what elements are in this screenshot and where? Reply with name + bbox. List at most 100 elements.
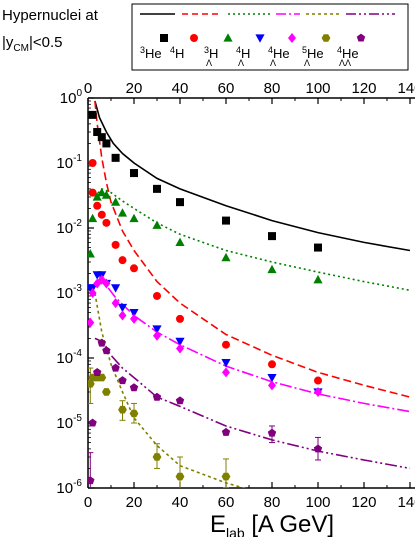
legend-marker-0 xyxy=(160,34,168,42)
point-3LH xyxy=(111,197,121,206)
point-4LHe xyxy=(88,317,95,328)
point-3LH xyxy=(88,213,98,223)
point-3LH xyxy=(313,274,323,284)
point-3He xyxy=(88,110,97,119)
point-3He xyxy=(102,139,111,148)
point-4H xyxy=(222,340,230,349)
point-4LLHe xyxy=(111,363,120,372)
x-tick-label-top: 100 xyxy=(305,80,330,97)
x-tick-label-bottom: 60 xyxy=(218,494,235,511)
legend-label-1: 4H xyxy=(170,45,184,61)
curves xyxy=(94,100,411,488)
point-4LH xyxy=(267,373,277,383)
point-3LH xyxy=(101,190,111,199)
point-4H xyxy=(130,264,138,273)
point-4H xyxy=(102,218,111,227)
x-tick-label-top: 60 xyxy=(218,80,235,97)
point-5LHe xyxy=(88,380,95,388)
point-4LHe xyxy=(222,367,230,378)
point-5LHe xyxy=(102,388,111,396)
point-4LLHe xyxy=(88,476,95,485)
x-tick-label-bottom: 20 xyxy=(126,494,143,511)
point-5LHe xyxy=(152,453,162,461)
point-5LHe xyxy=(118,405,127,414)
legend-marker-4 xyxy=(288,33,296,43)
curve-4H xyxy=(94,100,411,398)
point-4LHe xyxy=(118,310,127,321)
y-tick-label: 10-3 xyxy=(56,283,82,302)
point-4H xyxy=(97,210,106,219)
point-5LHe xyxy=(129,409,139,418)
point-3LH xyxy=(129,213,139,223)
error-bars xyxy=(88,367,321,488)
curve-4LLHe xyxy=(94,337,411,470)
point-4LLHe xyxy=(129,383,139,392)
point-4H xyxy=(176,314,184,323)
legend-marker-5 xyxy=(321,34,331,42)
y-tick-label: 10-4 xyxy=(56,348,82,367)
point-4LHe xyxy=(176,343,184,354)
point-3LH xyxy=(117,208,128,217)
legend-label-5: 5He xyxy=(302,45,324,61)
point-4LLHe xyxy=(93,368,102,376)
point-4LH xyxy=(129,308,139,318)
x-tick-label-bottom: 100 xyxy=(305,494,330,511)
point-5LHe xyxy=(175,472,185,481)
x-tick-label-top: 0 xyxy=(84,80,92,97)
point-4LH xyxy=(111,284,121,293)
point-4LHe xyxy=(102,278,111,289)
curve-4LHe xyxy=(94,272,411,413)
point-3LH xyxy=(92,192,102,201)
legend-sub-6: ΛΛ xyxy=(339,58,351,68)
x-tick-label-bottom: 120 xyxy=(351,494,376,511)
point-4LLHe xyxy=(221,427,231,436)
point-4LHe xyxy=(314,386,322,397)
point-3LH xyxy=(88,249,95,258)
point-4H xyxy=(314,376,322,385)
legend-marker-6 xyxy=(356,33,366,42)
y-tick-label: 10-1 xyxy=(56,153,82,172)
legend-marker-3 xyxy=(255,34,265,43)
point-4LLHe xyxy=(152,392,162,401)
legend-marker-2 xyxy=(223,33,233,42)
legend-marker-1 xyxy=(190,34,198,42)
point-4LLHe xyxy=(97,338,106,347)
x-tick-label-top: 80 xyxy=(264,80,281,97)
curve-3He xyxy=(94,100,411,252)
point-4LLHe xyxy=(88,418,97,427)
point-4H xyxy=(153,291,161,300)
annotation: Hypernuclei at |yCM|<0.5 xyxy=(2,7,99,54)
point-3He xyxy=(176,198,184,207)
legend-label-3: 4H xyxy=(236,45,250,61)
curve-5LHe xyxy=(94,292,247,488)
point-4LLHe xyxy=(313,444,323,453)
legend-sub-2: Λ xyxy=(206,58,212,68)
x-tick-label-bottom: 0 xyxy=(84,494,92,511)
point-3LH xyxy=(97,187,107,197)
point-3He xyxy=(130,169,138,178)
point-4H xyxy=(118,256,127,265)
x-tick-label-bottom: 140 xyxy=(397,494,415,511)
point-4LH xyxy=(152,325,162,334)
y-tick-label: 10-5 xyxy=(56,413,82,432)
point-4H xyxy=(93,201,102,210)
point-4LHe xyxy=(153,330,161,341)
y-tick-label: 10-2 xyxy=(56,218,82,237)
point-3LH xyxy=(152,220,162,229)
x-tick-label-bottom: 80 xyxy=(264,494,281,511)
y-tick-label: 10-6 xyxy=(56,478,82,497)
legend-label-2: 3H xyxy=(204,45,218,61)
point-3He xyxy=(111,153,120,162)
point-4H xyxy=(268,360,276,369)
point-3He xyxy=(222,216,230,225)
point-3LH xyxy=(175,237,185,247)
point-4H xyxy=(88,159,97,167)
x-tick-label-top: 140 xyxy=(397,80,415,97)
plot-area: 0 0 20 20 40 40 60 60 80 80 100 100 120 120 140 140 100 1… xyxy=(56,80,415,511)
point-4LLHe xyxy=(267,428,277,437)
point-4H xyxy=(111,240,120,249)
point-4LHe xyxy=(268,380,276,391)
x-tick-label-top: 40 xyxy=(172,80,189,97)
point-3LH xyxy=(267,264,277,274)
point-4LLHe xyxy=(118,376,127,385)
